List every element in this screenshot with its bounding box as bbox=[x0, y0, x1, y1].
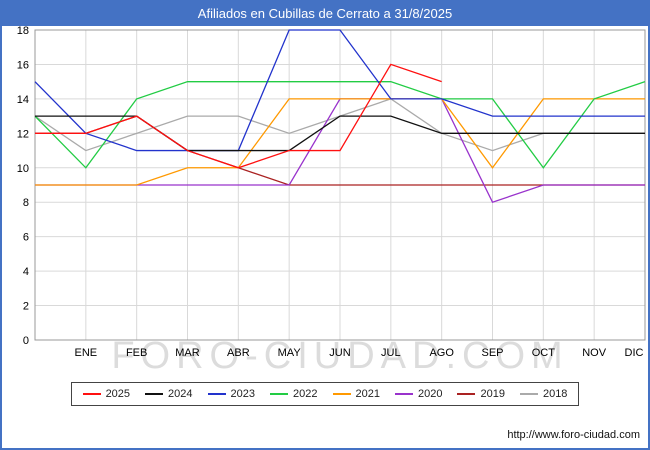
legend-swatch bbox=[82, 393, 101, 395]
legend-swatch bbox=[207, 393, 226, 395]
y-tick-label: 12 bbox=[17, 128, 29, 140]
x-tick-label: JUN bbox=[329, 347, 350, 359]
x-tick-label: AGO bbox=[429, 347, 454, 359]
y-tick-label: 6 bbox=[23, 232, 29, 244]
y-tick-label: 10 bbox=[17, 163, 29, 175]
source-link[interactable]: http://www.foro-ciudad.com bbox=[507, 429, 640, 441]
legend-label: 2023 bbox=[230, 388, 256, 400]
legend-label: 2022 bbox=[293, 388, 318, 400]
legend-label: 2018 bbox=[542, 388, 568, 400]
x-tick-label: FEB bbox=[126, 347, 147, 359]
legend-item-2021: 2021 bbox=[332, 388, 380, 400]
watermark: FORO-CIUDAD.COM bbox=[111, 335, 568, 376]
y-tick-label: 0 bbox=[23, 335, 29, 347]
x-tick-label: ABR bbox=[227, 347, 250, 359]
legend-item-2020: 2020 bbox=[394, 388, 443, 400]
y-tick-label: 14 bbox=[17, 94, 29, 106]
series-2021 bbox=[35, 98, 645, 186]
legend-swatch bbox=[332, 393, 351, 395]
legend-item-2024: 2024 bbox=[145, 388, 193, 400]
x-tick-label: SEP bbox=[481, 347, 503, 359]
series-2025 bbox=[35, 63, 442, 169]
legend-label: 2019 bbox=[480, 388, 505, 400]
legend: 2025 2024 2023 2022 2021 2020 2019 2018 bbox=[2, 382, 648, 406]
x-tick-label: MAY bbox=[278, 347, 302, 359]
series-2022 bbox=[34, 81, 646, 169]
x-tick-label: JUL bbox=[381, 347, 401, 359]
x-tick-label: OCT bbox=[532, 347, 556, 359]
legend-item-2018: 2018 bbox=[519, 388, 568, 400]
legend-swatch bbox=[519, 393, 538, 395]
chart-title-bar: Afiliados en Cubillas de Cerrato a 31/8/… bbox=[2, 2, 648, 26]
x-tick-label: MAR bbox=[175, 347, 200, 359]
line-chart: 0 2 4 6 8 10 12 14 16 18 FORO-CIUDAD.COM ENE FEB MAR A… bbox=[17, 26, 646, 376]
y-tick-label: 8 bbox=[23, 197, 29, 209]
y-tick-label: 4 bbox=[23, 266, 29, 278]
chart-title: Afiliados en Cubillas de Cerrato a 31/8/… bbox=[197, 6, 453, 21]
legend-swatch bbox=[270, 393, 289, 395]
x-tick-label: ENE bbox=[75, 347, 98, 359]
legend-label: 2024 bbox=[168, 388, 193, 400]
legend-label: 2021 bbox=[355, 388, 380, 400]
y-tick-label: 18 bbox=[17, 26, 29, 37]
legend-item-2023: 2023 bbox=[207, 388, 256, 400]
legend-box: 2025 2024 2023 2022 2021 2020 2019 2018 bbox=[70, 382, 580, 406]
x-tick-label: NOV bbox=[582, 347, 607, 359]
legend-label: 2025 bbox=[105, 388, 131, 400]
legend-item-2019: 2019 bbox=[457, 388, 505, 400]
legend-swatch bbox=[457, 393, 476, 395]
y-tick-label: 16 bbox=[17, 59, 29, 71]
legend-item-2025: 2025 bbox=[82, 388, 131, 400]
y-tick-label: 2 bbox=[23, 301, 29, 313]
legend-swatch bbox=[145, 393, 164, 395]
legend-swatch bbox=[394, 393, 413, 395]
legend-item-2022: 2022 bbox=[270, 388, 318, 400]
series-2023 bbox=[34, 29, 645, 152]
x-tick-label: DIC bbox=[625, 347, 644, 359]
legend-label: 2020 bbox=[417, 388, 443, 400]
